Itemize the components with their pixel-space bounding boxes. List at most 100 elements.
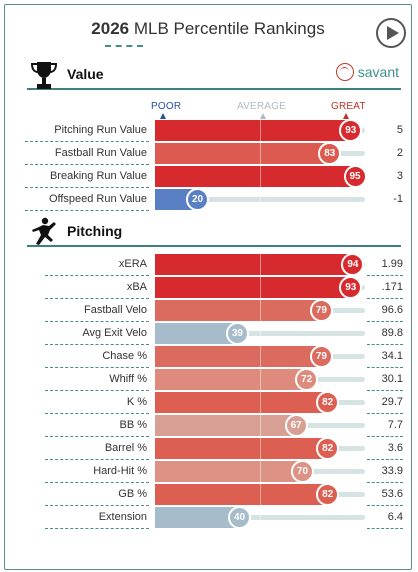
percentile-row: Breaking Run Value 95 3 <box>5 165 413 188</box>
percentile-row: Whiff % 72 30.1 <box>5 368 413 391</box>
percentile-bubble: 82 <box>316 437 340 460</box>
row-label: Chase % <box>45 345 149 368</box>
row-value: 7.7 <box>367 414 403 437</box>
scale-average-label: AVERAGE <box>237 101 287 112</box>
row-track <box>155 515 365 520</box>
percentile-bubble: 83 <box>318 142 342 165</box>
percentile-row: Pitching Run Value 93 5 <box>5 119 413 142</box>
row-value: 3.6 <box>367 437 403 460</box>
value-section-header: Value savant <box>27 60 401 90</box>
title-underline <box>105 45 143 47</box>
percentile-bar <box>155 392 328 413</box>
percentile-bar <box>155 143 330 164</box>
row-value: 89.8 <box>367 322 403 345</box>
percentile-row: Offspeed Run Value 20 -1 <box>5 188 413 211</box>
percentile-row: GB % 82 53.6 <box>5 483 413 506</box>
scale-average-arrow <box>260 113 266 119</box>
percentile-bubble: 93 <box>339 119 363 142</box>
percentile-bubble: 95 <box>343 165 367 188</box>
row-value: 1.99 <box>367 253 403 276</box>
percentile-bubble: 82 <box>316 483 340 506</box>
row-track <box>155 331 365 336</box>
percentile-bar <box>155 120 351 141</box>
row-value: 34.1 <box>367 345 403 368</box>
percentile-bubble: 20 <box>186 188 209 211</box>
percentile-row: Fastball Velo 79 96.6 <box>5 299 413 322</box>
title-year: 2026 <box>91 19 130 38</box>
average-guide-line <box>260 119 261 211</box>
savant-brand: savant <box>357 64 399 80</box>
percentile-bar <box>155 254 353 275</box>
percentile-card: 2026 MLB Percentile Rankings Value savan… <box>4 4 412 570</box>
scale-great-arrow <box>343 113 349 119</box>
row-track <box>155 197 365 202</box>
row-value: 3 <box>396 170 403 182</box>
row-label: Extension <box>45 506 149 529</box>
title-text: MLB Percentile Rankings <box>129 19 325 38</box>
row-label: Fastball Run Value <box>25 142 149 165</box>
percentile-bar <box>155 507 239 528</box>
row-value: 5 <box>396 124 403 136</box>
percentile-row: xBA 93.171 <box>5 276 413 299</box>
percentile-bubble: 79 <box>309 299 333 322</box>
pitching-section-header: Pitching <box>27 217 401 247</box>
pitcher-icon <box>32 217 56 245</box>
percentile-bar <box>155 461 302 482</box>
percentile-bar <box>155 277 351 298</box>
page-title: 2026 MLB Percentile Rankings <box>5 19 411 39</box>
row-label: Avg Exit Velo <box>45 322 149 345</box>
row-label: xBA <box>45 276 149 299</box>
percentile-row: Barrel % 82 3.6 <box>5 437 413 460</box>
percentile-row: xERA 94 1.99 <box>5 253 413 276</box>
row-label: Whiff % <box>45 368 149 391</box>
percentile-bubble: 72 <box>295 368 319 391</box>
row-value: .171 <box>367 276 403 299</box>
pitching-section-title: Pitching <box>67 223 123 239</box>
percentile-bubble: 67 <box>284 414 308 437</box>
percentile-row: Hard-Hit % 70 33.9 <box>5 460 413 483</box>
percentile-bar <box>155 323 237 344</box>
row-label: Barrel % <box>45 437 149 460</box>
percentile-bar <box>155 369 307 390</box>
percentile-bar <box>155 438 328 459</box>
percentile-bubble: 70 <box>291 460 314 483</box>
row-label: Fastball Velo <box>45 299 149 322</box>
percentile-bar <box>155 484 328 505</box>
row-label: Pitching Run Value <box>25 119 149 142</box>
trophy-icon <box>30 62 58 89</box>
percentile-row: K % 82 29.7 <box>5 391 413 414</box>
baseball-icon <box>335 63 354 81</box>
row-value: 33.9 <box>367 460 403 483</box>
percentile-bar <box>155 166 355 187</box>
percentile-bubble: 40 <box>228 506 251 529</box>
row-label: Offspeed Run Value <box>25 188 149 211</box>
row-label: GB % <box>45 483 149 506</box>
row-label: K % <box>45 391 149 414</box>
percentile-row: Avg Exit Velo 39 89.8 <box>5 322 413 345</box>
percentile-bubble: 82 <box>316 391 340 414</box>
percentile-bar <box>155 346 321 367</box>
row-value: 6.4 <box>367 506 403 529</box>
play-icon[interactable] <box>376 18 406 48</box>
row-label: Breaking Run Value <box>25 165 149 188</box>
scale-great-label: GREAT <box>331 101 366 112</box>
percentile-bubble: 94 <box>341 253 365 276</box>
average-guide-line <box>260 253 261 529</box>
percentile-bar <box>155 300 321 321</box>
value-section-title: Value <box>67 66 104 82</box>
row-value: 53.6 <box>367 483 403 506</box>
row-value: 29.7 <box>367 391 403 414</box>
percentile-bubble: 39 <box>225 322 249 345</box>
savant-logo: savant <box>335 63 399 81</box>
percentile-bubble: 93 <box>339 276 363 299</box>
row-value: 30.1 <box>367 368 403 391</box>
percentile-bar <box>155 415 296 436</box>
scale-poor-label: POOR <box>151 101 182 112</box>
percentile-bubble: 79 <box>309 345 333 368</box>
row-label: xERA <box>45 253 149 276</box>
percentile-row: Extension 40 6.4 <box>5 506 413 529</box>
row-label: BB % <box>45 414 149 437</box>
percentile-row: BB % 67 7.7 <box>5 414 413 437</box>
row-value: -1 <box>393 193 403 205</box>
row-value: 2 <box>396 147 403 159</box>
